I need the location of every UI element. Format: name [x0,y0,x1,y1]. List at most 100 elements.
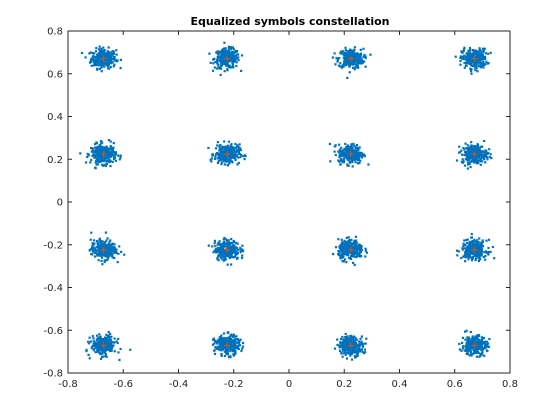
symbol-point [348,238,351,241]
symbol-point [219,242,222,246]
symbol-point [358,252,361,255]
symbol-cluster [333,332,368,361]
symbol-point [224,155,227,158]
symbol-point [214,346,217,349]
symbol-point [96,63,99,66]
symbol-point [93,246,96,249]
symbol-point [349,352,352,355]
symbol-point [233,56,236,59]
ideal-symbol-marker [471,246,478,253]
symbol-point [232,245,236,249]
symbol-point [221,346,224,349]
symbol-point [483,47,486,50]
symbol-point [474,337,478,340]
symbol-point [220,62,223,66]
symbol-point [476,155,479,158]
symbol-point [352,261,355,264]
symbol-point [355,149,358,152]
symbol-point [348,58,351,61]
symbol-point [219,245,223,248]
symbol-point [364,342,367,345]
symbol-point [340,146,343,149]
symbol-point [467,244,471,247]
symbol-point [470,62,473,65]
symbol-point [339,338,343,341]
symbol-point [223,53,226,57]
symbol-point [475,243,478,246]
symbol-point [344,339,347,342]
symbol-point [230,143,233,146]
symbol-point [96,157,99,160]
symbol-point [361,350,364,353]
symbol-point [215,51,218,54]
symbol-point [473,157,476,160]
symbol-point [474,240,478,243]
symbol-point [458,342,461,346]
symbol-point [219,73,222,76]
symbol-point [97,152,100,155]
symbol-point [110,341,113,344]
symbol-point [231,348,234,352]
symbol-point [98,238,101,241]
symbol-point [364,249,367,252]
symbol-point [90,158,93,162]
symbol-point [99,240,103,243]
symbol-point [463,66,466,69]
symbol-point [216,58,219,61]
symbol-point [354,147,357,150]
symbol-point [100,140,103,143]
symbol-point [232,338,235,342]
symbol-point [469,348,472,351]
symbol-point [481,239,484,242]
symbol-point [477,145,480,148]
symbol-point [339,244,342,247]
symbol-point [108,67,111,70]
symbol-point [465,157,469,160]
symbol-point [106,54,109,58]
symbol-point [355,239,358,242]
symbol-point [94,143,97,146]
symbol-point [105,239,108,242]
symbol-point [216,141,219,144]
symbol-point [119,58,122,61]
symbol-point [218,254,221,257]
symbol-point [473,145,476,148]
symbol-point [102,150,105,153]
symbol-point [209,158,212,161]
symbol-point [329,160,332,163]
symbol-point [359,62,362,65]
symbol-point [472,146,475,149]
symbol-point [102,338,105,341]
symbol-point [455,159,459,162]
symbol-point [92,344,95,348]
symbol-point [95,149,98,152]
symbol-point [211,69,215,72]
symbol-point [359,350,362,353]
symbol-point [476,52,479,55]
symbol-point [473,62,476,65]
symbol-point [348,345,351,348]
symbol-point [483,354,486,357]
symbol-point [354,155,357,158]
symbol-point [219,65,222,68]
symbol-point [113,152,116,155]
symbol-point [235,150,238,153]
symbol-point [104,231,107,234]
symbol-point [230,151,233,154]
symbol-point [96,241,99,244]
symbol-point [236,144,239,147]
symbol-point [211,154,214,157]
x-tick-label: 0.8 [502,379,518,390]
symbol-point [228,45,231,48]
symbol-point [463,153,466,157]
symbol-point [235,345,238,348]
symbol-point [354,344,357,347]
symbol-point [491,245,494,249]
symbol-point [95,163,98,166]
symbol-point [104,355,107,358]
symbol-point [87,340,90,343]
symbol-point [475,251,478,254]
symbol-point [232,51,235,54]
symbol-point [475,67,478,70]
